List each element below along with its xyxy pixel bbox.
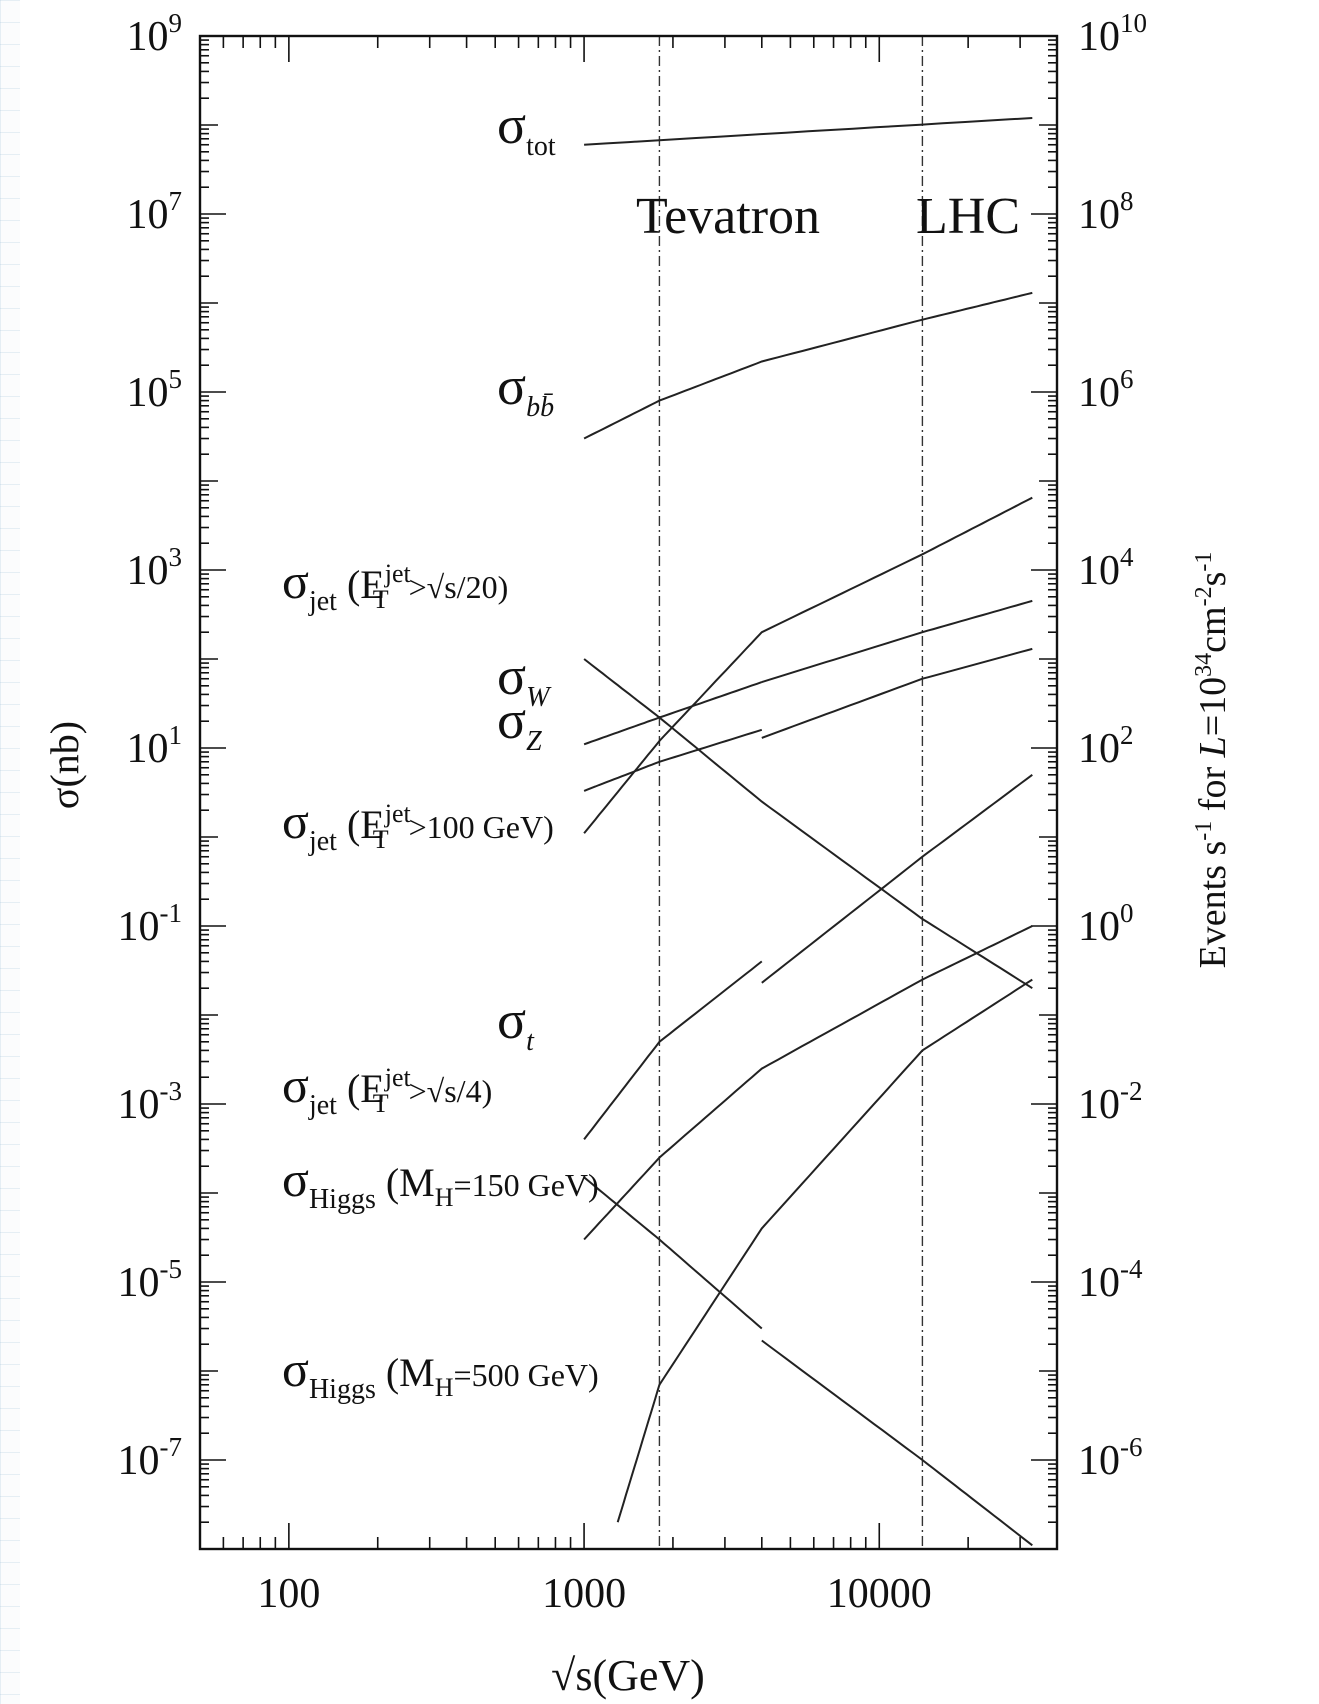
- series-line: [583, 681, 763, 746]
- y2-tick-label: 10-2: [1078, 1076, 1143, 1128]
- series-line: [583, 1176, 763, 1330]
- series-line: [583, 925, 1033, 1241]
- y2-tick-label: 108: [1078, 186, 1134, 238]
- y-tick-label: 10-5: [118, 1254, 183, 1306]
- series-line: [583, 658, 1033, 990]
- curve-label: σZ: [497, 690, 542, 757]
- y-tick-label: 103: [127, 542, 183, 594]
- y2-tick-label: 10-4: [1078, 1254, 1143, 1306]
- curve-label: σW: [497, 646, 552, 713]
- y-tick-label: 109: [127, 8, 183, 60]
- curve-label: σjet (Ejet T >√s/20): [282, 553, 508, 617]
- plot-frame: [198, 34, 1059, 1551]
- series-line: [583, 728, 763, 792]
- x-tick-label: 10000: [827, 1571, 932, 1617]
- curve-label: σHiggs (MH=500 GeV): [282, 1341, 599, 1405]
- series-line: [584, 117, 1033, 146]
- y2-axis-title: Events s-1 for L=1034cm-2s-1: [1191, 552, 1234, 969]
- chart-card: 100 1000 10000 109 107 105 103 101 10-1 10-3 10-5 1…: [20, 0, 1319, 1704]
- y-tick-label: 10-1: [118, 898, 183, 950]
- y2-tick-label: 1010: [1078, 8, 1147, 60]
- series-line: [583, 960, 763, 1141]
- y-tick-label: 101: [127, 720, 183, 772]
- series-line: [616, 978, 1033, 1523]
- series-line: [761, 599, 1033, 684]
- cross-section-chart: 100 1000 10000 109 107 105 103 101 10-1 10-3 10-5 1…: [42, 8, 1234, 1700]
- ticks-layer: 100 1000 10000 109 107 105 103 101 10-1 10-3 10-5 1…: [118, 8, 1148, 1617]
- series-line: [761, 647, 1033, 739]
- series-line: [583, 496, 1033, 834]
- curve-label: σt: [497, 990, 535, 1057]
- curve-label: σjet (Ejet T >√s/4): [282, 1057, 492, 1121]
- x-tick-label: 1000: [542, 1571, 626, 1617]
- y2-tick-label: 102: [1078, 720, 1134, 772]
- curve-label: σHiggs (MH=150 GeV): [282, 1151, 599, 1215]
- series-layer: [583, 117, 1033, 1547]
- x-axis-title: √s(GeV): [551, 1651, 705, 1700]
- y-axis-title: σ(nb): [42, 721, 87, 809]
- y-tick-label: 10-7: [118, 1432, 183, 1484]
- curve-label: σjet (Ejet T >100 GeV): [282, 793, 554, 857]
- curve-label: σbb̄: [497, 356, 554, 423]
- y2-tick-label: 100: [1078, 898, 1134, 950]
- y2-tick-label: 10-6: [1078, 1432, 1143, 1484]
- series-line: [761, 1339, 1033, 1547]
- x-tick-label: 100: [257, 1571, 320, 1617]
- collider-label: Tevatron: [636, 188, 820, 245]
- curve-label: σtot: [497, 95, 556, 162]
- collider-lines: Tevatron LHC: [636, 36, 1020, 1549]
- series-line: [761, 773, 1033, 984]
- y-tick-label: 10-3: [118, 1076, 183, 1128]
- series-line: [583, 291, 1033, 440]
- y2-tick-label: 104: [1078, 542, 1134, 594]
- y-tick-label: 107: [127, 186, 183, 238]
- y-tick-label: 105: [127, 364, 183, 416]
- y2-tick-label: 106: [1078, 364, 1134, 416]
- collider-label: LHC: [916, 188, 1020, 245]
